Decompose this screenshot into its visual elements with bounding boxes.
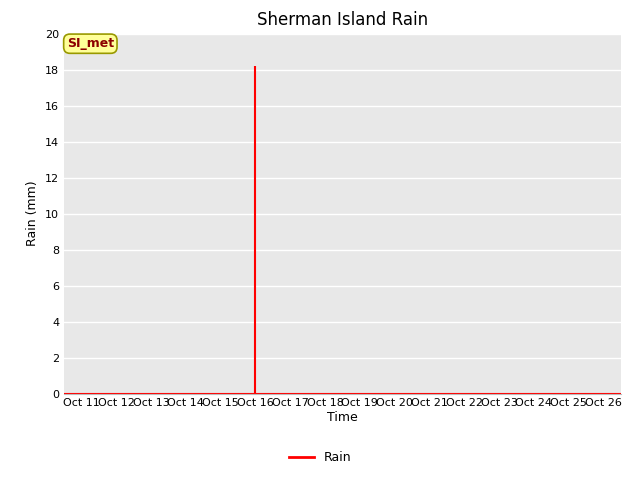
Text: SI_met: SI_met bbox=[67, 37, 114, 50]
X-axis label: Time: Time bbox=[327, 411, 358, 424]
Legend: Rain: Rain bbox=[284, 446, 356, 469]
Title: Sherman Island Rain: Sherman Island Rain bbox=[257, 11, 428, 29]
Y-axis label: Rain (mm): Rain (mm) bbox=[26, 181, 40, 246]
